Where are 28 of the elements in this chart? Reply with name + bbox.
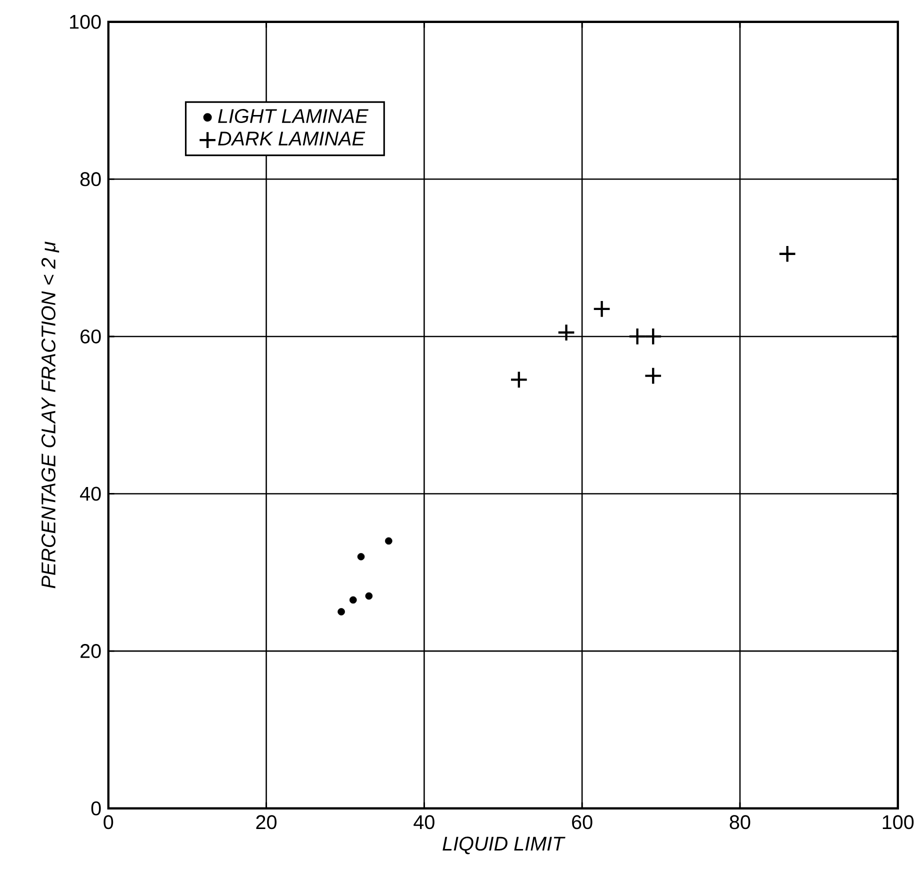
y-tick-label: 100 [70, 14, 101, 29]
x-tick-label: 100 [882, 815, 914, 830]
point [349, 596, 357, 604]
legend-label: LIGHT LAMINAE [218, 109, 368, 124]
y-axis-title: PERCENTAGE CLAY FRACTION < 2 μ [41, 242, 60, 588]
point [365, 592, 373, 600]
x-axis-title: LIQUID LIMIT [442, 836, 566, 854]
y-tick-label: 40 [80, 486, 101, 501]
point [384, 537, 392, 545]
x-tick-label: 80 [730, 815, 750, 830]
x-tick-label: 0 [104, 815, 114, 830]
point [592, 300, 611, 318]
x-tick-label: 20 [256, 815, 277, 830]
point [778, 244, 796, 263]
legend-label: DARK LAMINAE [218, 132, 366, 146]
x-tick-label: 40 [414, 815, 434, 830]
point [644, 366, 662, 385]
x-tick-label: 60 [572, 815, 592, 830]
y-tick-label: 80 [80, 172, 101, 186]
point [357, 553, 365, 560]
y-tick-label: 60 [80, 329, 101, 344]
point [557, 324, 576, 342]
y-tick-label: 20 [80, 644, 101, 658]
point [644, 327, 662, 346]
point [338, 608, 345, 616]
point [510, 370, 528, 389]
y-tick-label: 0 [91, 801, 101, 816]
point [628, 327, 646, 346]
